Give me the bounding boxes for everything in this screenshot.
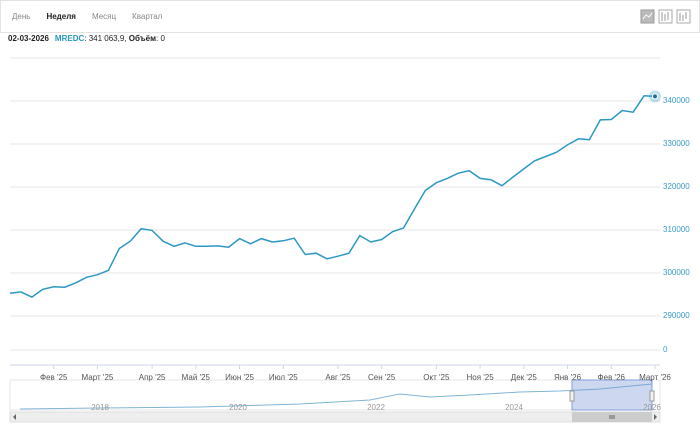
navigator-selection[interactable] — [571, 379, 653, 411]
legend-value: : 341 063,9, — [84, 34, 128, 43]
navigator-label: 2020 — [229, 403, 247, 412]
grid — [10, 57, 660, 351]
y-tick-label: 310000 — [663, 225, 690, 234]
x-tick-label: Фев '26 — [598, 373, 626, 382]
y-tick-label: 340000 — [663, 96, 690, 105]
navigator[interactable] — [9, 379, 661, 411]
navigator-handle[interactable] — [569, 390, 575, 402]
legend-volume: : 0 — [156, 34, 165, 43]
tab[interactable]: Квартал — [132, 12, 163, 21]
tab[interactable]: День — [12, 12, 30, 21]
x-tick-label: Сен '25 — [368, 373, 396, 382]
navigator-line — [19, 383, 653, 410]
x-tick-label: Июл '25 — [269, 373, 298, 382]
x-tick-label: Янв '26 — [554, 373, 582, 382]
legend: 02-03-2026 MREDC: 341 063,9, Объём: 0 — [8, 34, 165, 43]
x-tick-label: Авг '25 — [325, 373, 351, 382]
scrollbar — [9, 411, 661, 423]
icon-glyph — [679, 12, 687, 21]
tab[interactable]: Неделя — [46, 12, 76, 21]
x-tick-label: Ноя '25 — [466, 373, 494, 382]
icon-glyph — [661, 12, 669, 21]
x-tick-label: Фев '25 — [40, 373, 68, 382]
scroll-left[interactable] — [13, 414, 16, 420]
x-tick-label: Март '26 — [639, 373, 671, 382]
x-tick-label: Апр '25 — [139, 373, 166, 382]
icon-glyph — [642, 12, 653, 20]
tab[interactable]: Месяц — [92, 12, 117, 21]
price-line — [9, 95, 656, 298]
navigator-label: 2022 — [367, 403, 385, 412]
x-tick-label: Окт '25 — [423, 373, 450, 382]
scroll-right[interactable] — [654, 414, 657, 420]
y-tick-label: 320000 — [663, 182, 690, 191]
x-tick-label: Июн '25 — [225, 373, 254, 382]
x-tick-label: Май '25 — [182, 373, 211, 382]
y2-tick-label: 0 — [663, 345, 668, 354]
y-tick-label: 300000 — [663, 268, 690, 277]
navigator-label: 2026 — [643, 403, 661, 412]
last-point — [652, 93, 658, 100]
navigator-handle[interactable] — [649, 390, 655, 402]
toolbar — [0, 0, 700, 33]
x-tick-label: Март '25 — [82, 373, 114, 382]
legend-date: 02-03-2026 — [8, 34, 49, 43]
navigator-label: 2018 — [91, 403, 109, 412]
y-tick-label: 290000 — [663, 311, 690, 320]
legend-name: MREDC — [55, 34, 85, 43]
legend-volume-label: Объём — [129, 34, 156, 43]
chart-type-icons — [640, 9, 691, 24]
navigator-label: 2024 — [505, 403, 523, 412]
x-tick-label: Дек '25 — [511, 373, 538, 382]
tabs: День Неделя Месяц Квартал — [12, 12, 163, 21]
thumb-grip — [609, 415, 615, 419]
y-tick-label: 330000 — [663, 139, 690, 148]
